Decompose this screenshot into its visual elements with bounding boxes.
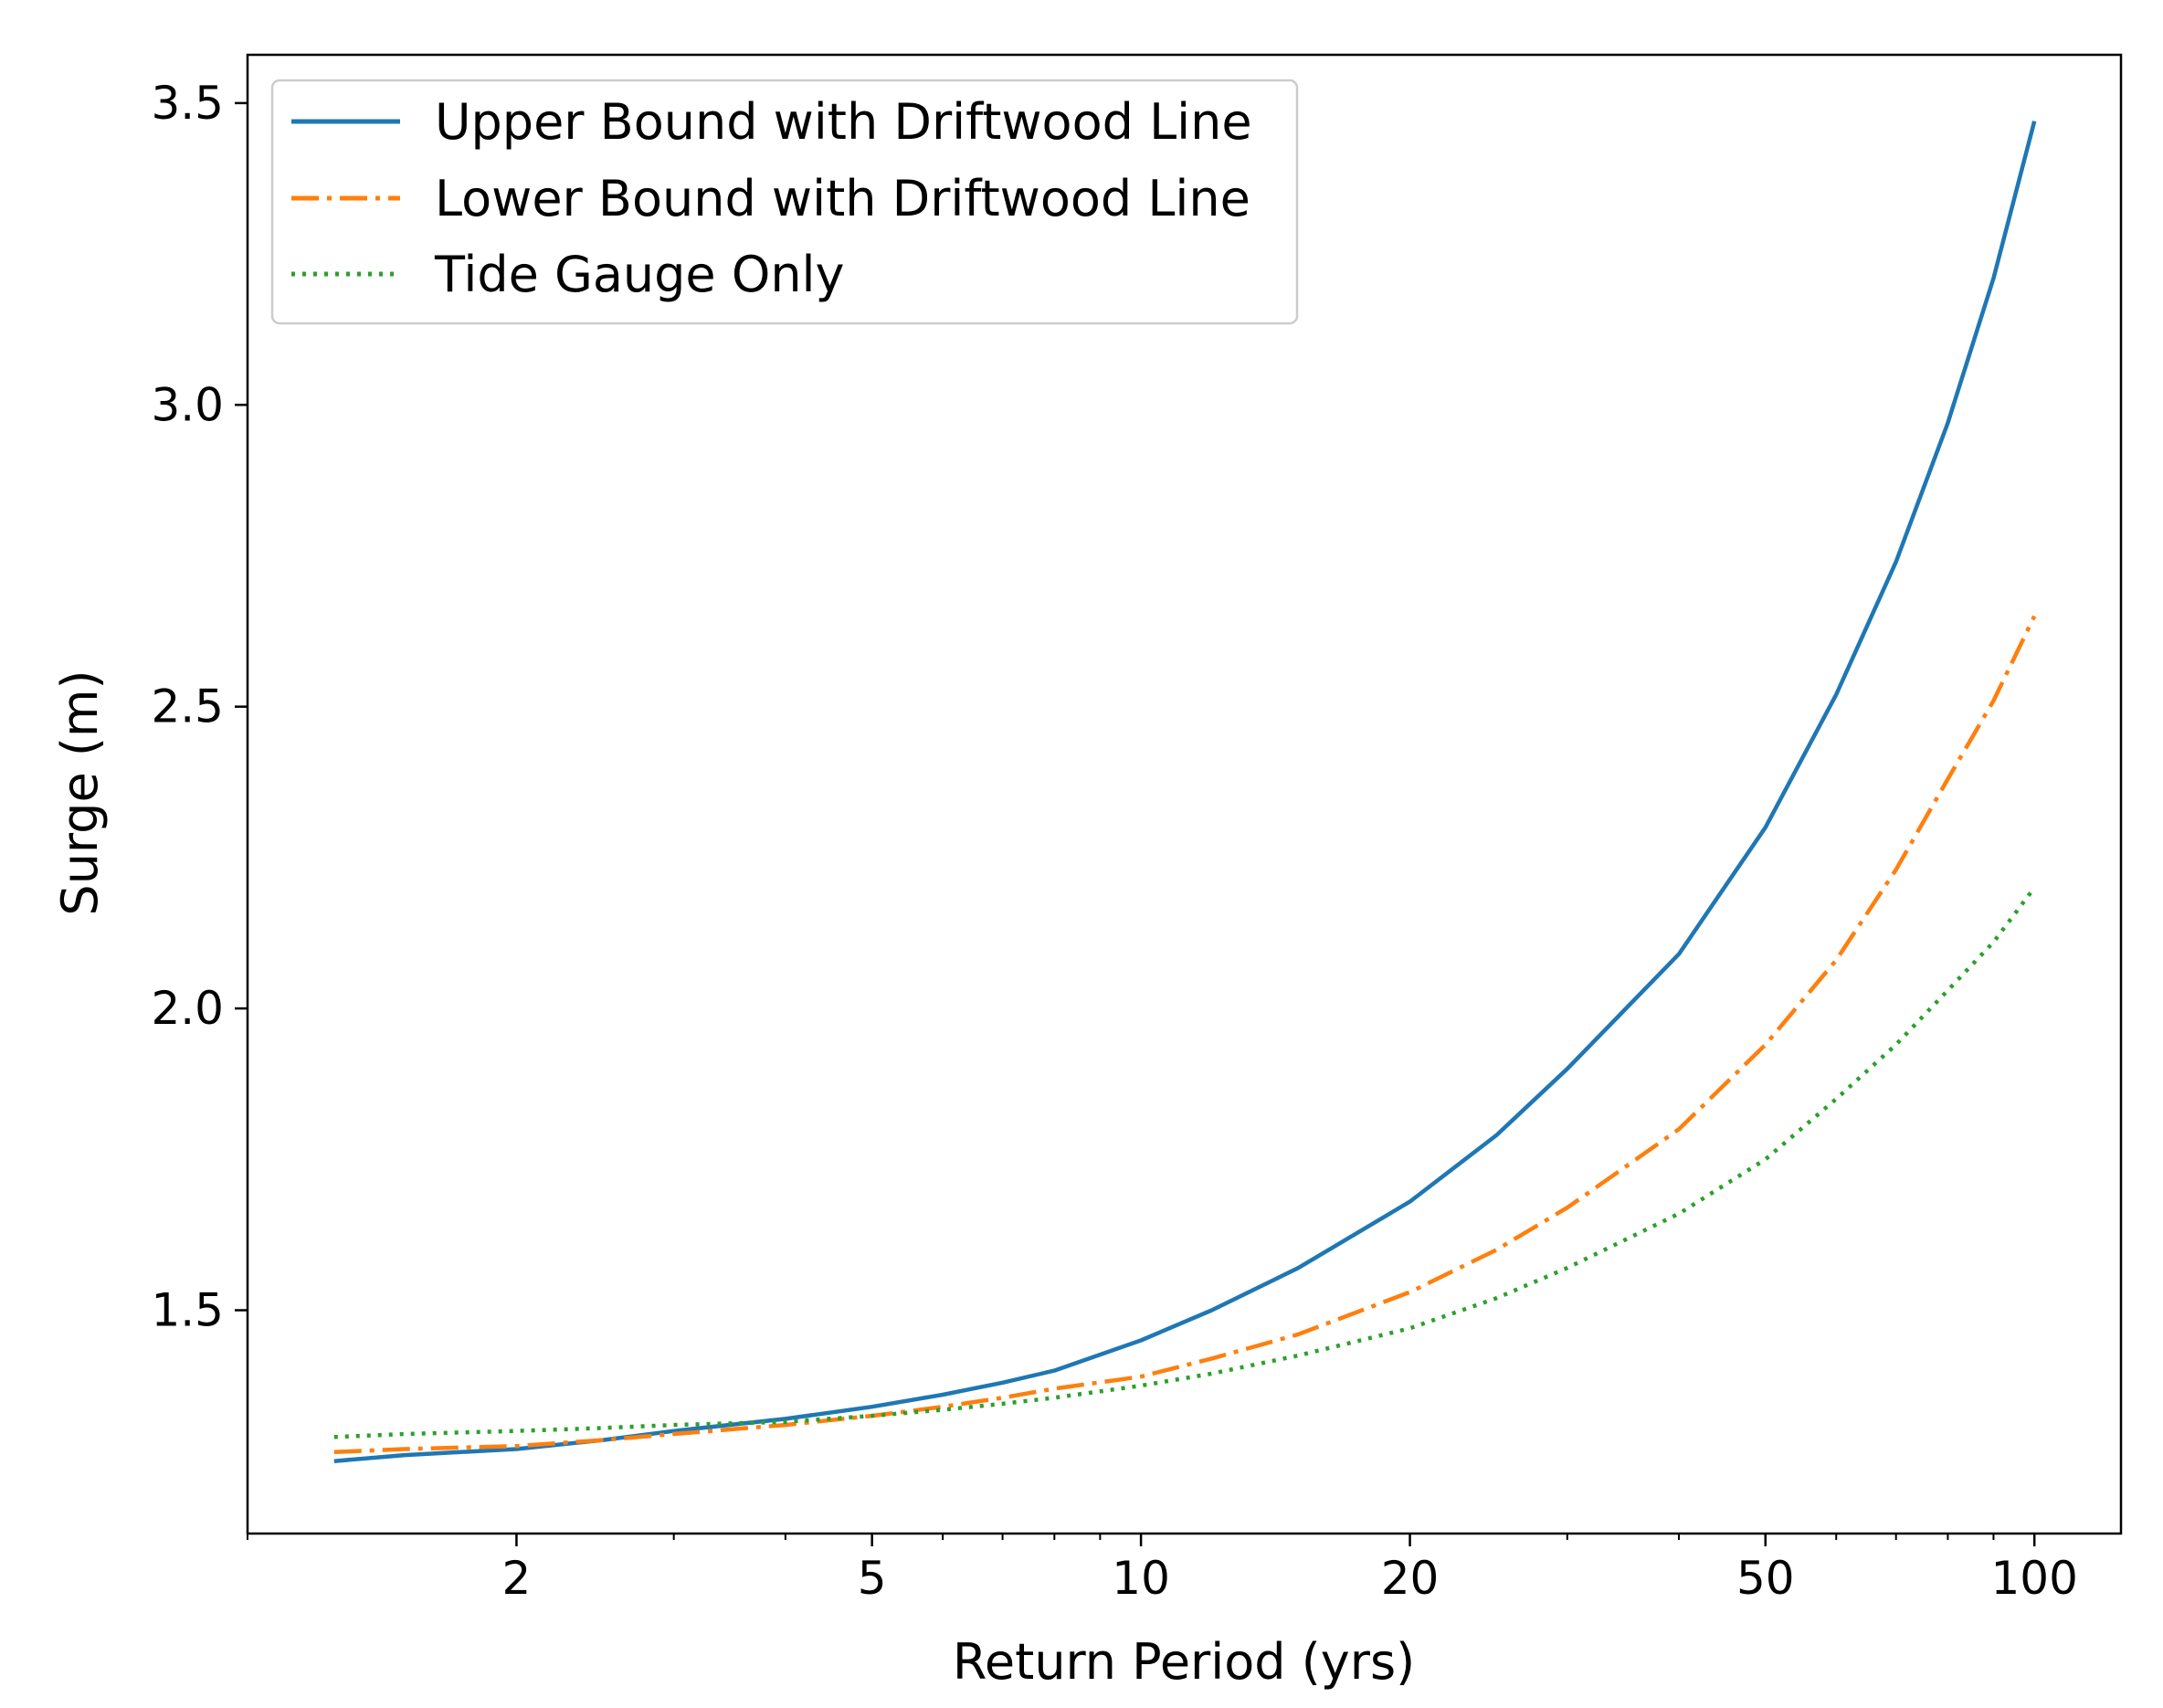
y-tick-label: 1.5 [151, 1283, 224, 1336]
legend-label-lower-bound: Lower Bound with Driftwood Line [435, 170, 1250, 227]
y-tick-label: 2.5 [151, 680, 224, 733]
legend-label-upper-bound: Upper Bound with Driftwood Line [435, 93, 1252, 151]
x-tick-label: 100 [1990, 1552, 2077, 1605]
legend: Upper Bound with Driftwood Line Lower Bo… [270, 79, 1299, 325]
plot-frame [246, 53, 2123, 1535]
y-tick-label: 3.5 [151, 77, 224, 130]
legend-box [270, 79, 1299, 325]
x-axis-title: Return Period (yrs) [953, 1633, 1415, 1691]
legend-label-tide-gauge: Tide Gauge Only [434, 246, 845, 303]
series-layer [333, 121, 2037, 1463]
y-tick-label: 3.0 [151, 378, 224, 431]
x-tick-label: 10 [1112, 1552, 1170, 1605]
x-tick-label: 20 [1381, 1552, 1440, 1605]
y-tick-label: 2.0 [151, 982, 224, 1035]
series-line-1 [333, 615, 2037, 1455]
y-axis-ticks: 1.5 2.0 2.5 3.0 3.5 [151, 77, 248, 1336]
x-tick-label: 5 [858, 1552, 887, 1605]
x-axis-ticks: 2 5 10 20 50 100 [502, 1534, 2078, 1605]
x-tick-label: 50 [1736, 1552, 1795, 1605]
y-axis-title: Surge (m) [51, 669, 109, 915]
x-tick-label: 2 [502, 1552, 532, 1605]
